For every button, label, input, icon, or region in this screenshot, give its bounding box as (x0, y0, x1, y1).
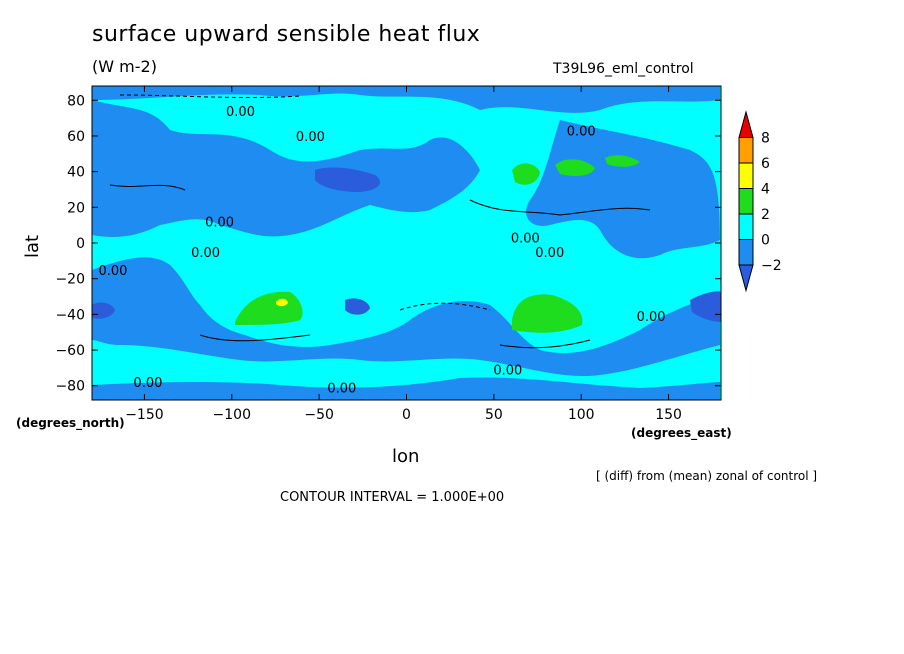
region-neg-north (92, 100, 480, 237)
x-tick-label: −50 (304, 407, 334, 423)
contour-line (469, 199, 651, 216)
x-axis-label: lon (392, 446, 420, 467)
region-pos2-e (512, 294, 583, 333)
x-axis-units: (degrees_east) (631, 426, 732, 440)
y-tick-label: 80 (67, 93, 85, 109)
colorbar-label: 6 (761, 156, 770, 172)
x-axis: −150 −100 −50 0 50 100 150 (125, 86, 682, 423)
x-tick-label: 0 (402, 407, 411, 423)
colorbar-swatch (738, 239, 754, 266)
contour-label: 0.00 (205, 216, 234, 231)
contour-label: 0.00 (637, 310, 666, 325)
contour-line-dashed (399, 302, 491, 311)
region-strong-neg-1 (315, 167, 380, 192)
region-strong-neg-4 (345, 298, 370, 315)
diff-note: [ (diff) from (mean) zonal of control ] (596, 469, 818, 483)
contour-line (109, 184, 186, 191)
y-tick-label: −40 (55, 307, 85, 323)
y-axis-label: lat (22, 234, 43, 258)
contour-label: 0.00 (98, 264, 127, 279)
x-tick-label: 100 (568, 407, 595, 423)
y-tick-label: 20 (67, 200, 85, 216)
colorbar-label: 4 (761, 182, 770, 198)
y-tick-label: 0 (76, 236, 85, 252)
contour-labels: 0.000.00 0.000.000.000.000.000.000.000.00… (98, 105, 665, 397)
region-pos2-a (512, 163, 540, 185)
region-neg-asia (526, 120, 720, 259)
y-tick-label: −60 (55, 343, 85, 359)
region-strong-neg-2 (690, 291, 721, 322)
colorbar-label: 8 (761, 131, 770, 147)
region-neg-arctic (92, 86, 720, 113)
region-neg-antarctic (92, 377, 720, 400)
y-axis: 80 60 40 20 0 −20 −40 −60 −80 (55, 93, 721, 395)
y-tick-label: −80 (55, 379, 85, 395)
colorbar-swatch (738, 213, 754, 240)
contour-field (92, 86, 721, 400)
y-tick-label: 60 (67, 129, 85, 145)
contour-label: 0.00 (133, 376, 162, 391)
colorbar-swatch (738, 110, 754, 138)
colorbar: 8 6 4 2 0 −2 (738, 110, 782, 293)
contour-label: 0.00 (493, 364, 522, 379)
x-tick-label: 150 (655, 407, 682, 423)
region-pos4 (276, 298, 288, 307)
contour-label: 0.00 (535, 246, 564, 261)
x-tick-label: 50 (485, 407, 503, 423)
contour-line-dashed (119, 94, 301, 99)
colorbar-swatch (738, 137, 754, 164)
contour-label: 0.00 (296, 130, 325, 145)
colorbar-swatch (738, 264, 754, 293)
contour-interval: CONTOUR INTERVAL = 1.000E+00 (280, 490, 505, 505)
x-tick-label: −150 (125, 407, 163, 423)
y-axis-units: (degrees_north) (16, 416, 125, 430)
x-tick-label: −100 (213, 407, 251, 423)
region-pos2-b (555, 159, 595, 176)
units-label: (W m-2) (92, 57, 157, 76)
region-neg-south (92, 257, 720, 377)
contour-label: 0.00 (511, 232, 540, 247)
colorbar-swatch (738, 162, 754, 189)
contour-line (199, 334, 311, 342)
y-tick-label: −20 (55, 272, 85, 288)
contour-label: 0.00 (191, 246, 220, 261)
colorbar-label: 2 (761, 207, 770, 223)
contour-line (499, 339, 591, 349)
colorbar-swatch (738, 188, 754, 215)
contour-label: 0.00 (226, 105, 255, 120)
contour-label: 0.00 (567, 125, 596, 140)
run-label: T39L96_eml_control (553, 61, 694, 77)
chart-title: surface upward sensible heat flux (92, 22, 481, 47)
colorbar-label: −2 (761, 258, 782, 274)
colorbar-label: 0 (761, 233, 770, 249)
region-pos2-c (605, 155, 640, 167)
contour-label: 0.00 (327, 382, 356, 397)
y-tick-label: 40 (67, 165, 85, 181)
